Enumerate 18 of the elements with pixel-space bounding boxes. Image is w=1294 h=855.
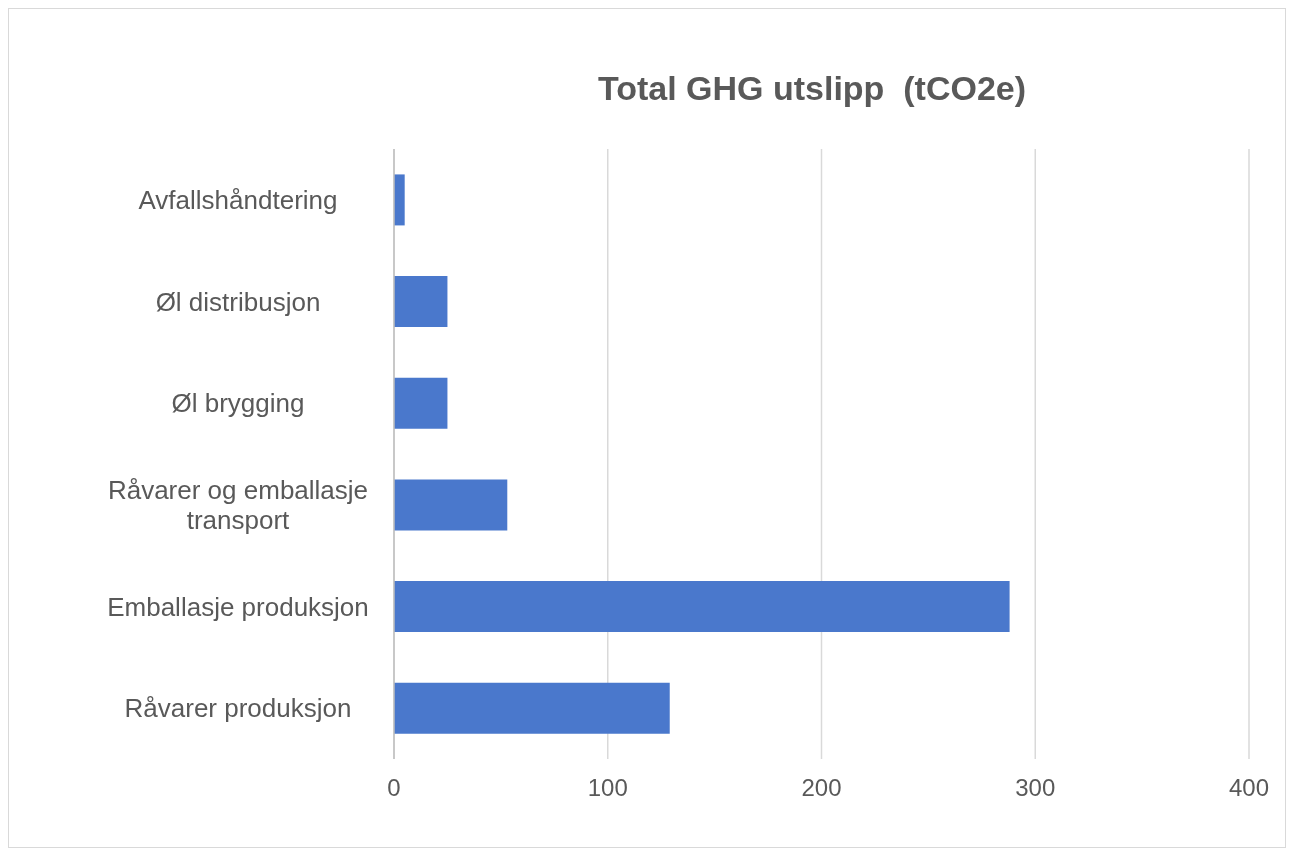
- x-tick-label: 300: [1015, 774, 1056, 802]
- bar: [394, 682, 670, 734]
- y-tick-label: Råvarer og emballasje transport: [107, 474, 369, 535]
- y-tick-label: Avfallshåndtering: [138, 184, 338, 215]
- y-tick-label: Emballasje produksjon: [107, 591, 369, 622]
- y-tick-label: Råvarer produksjon: [124, 693, 352, 724]
- x-tick-label: 100: [587, 774, 628, 802]
- bar: [394, 479, 508, 531]
- y-tick-label: Øl distribusjon: [155, 286, 321, 317]
- x-tick-label: 400: [1228, 774, 1270, 802]
- x-tick-label: 200: [801, 774, 842, 802]
- bar: [394, 174, 405, 226]
- y-tick-label: Øl brygging: [171, 388, 305, 419]
- chart-title: Total GHG utslipp (tCO2e): [596, 68, 1028, 109]
- x-tick-label: 0: [387, 774, 401, 802]
- bar: [394, 377, 448, 429]
- bar: [394, 581, 1010, 633]
- bar: [394, 276, 448, 328]
